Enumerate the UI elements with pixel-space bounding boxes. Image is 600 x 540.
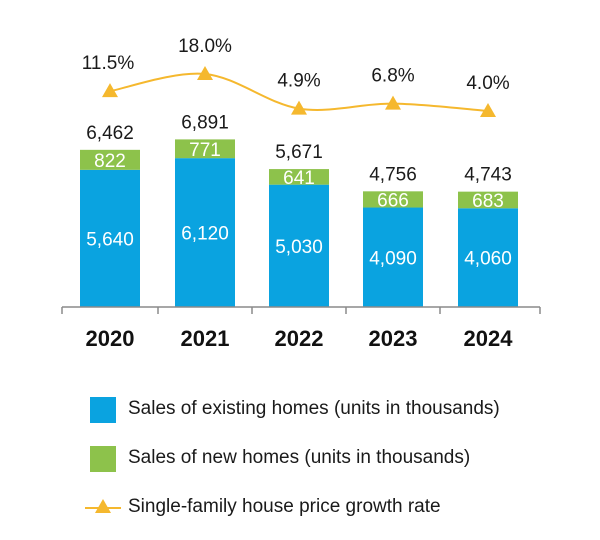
data-label-new-2021: 771 bbox=[189, 140, 221, 161]
bar-new-2020 bbox=[80, 149, 140, 170]
x-tick-label-2024: 2024 bbox=[464, 326, 514, 351]
data-label-existing-2022: 5,030 bbox=[275, 237, 323, 258]
bar-new-2021 bbox=[175, 139, 235, 159]
growth-label-2021: 18.0% bbox=[178, 36, 232, 57]
x-tick-label-2020: 2020 bbox=[86, 326, 135, 351]
legend-item-existing-homes: Sales of existing homes (units in thousa… bbox=[82, 388, 562, 437]
total-label-2024: 4,743 bbox=[464, 165, 512, 186]
legend-item-new-homes: Sales of new homes (units in thousands) bbox=[82, 437, 562, 486]
growth-label-2020: 11.5% bbox=[82, 53, 135, 74]
growth-marker-2024 bbox=[480, 103, 496, 117]
growth-marker-2022 bbox=[291, 100, 307, 115]
total-label-2020: 6,462 bbox=[86, 123, 134, 144]
data-label-new-2023: 666 bbox=[377, 190, 409, 211]
total-label-2021: 6,891 bbox=[181, 112, 229, 133]
growth-label-2024: 4.0% bbox=[466, 73, 509, 94]
data-label-new-2024: 683 bbox=[472, 191, 504, 212]
data-label-new-2020: 822 bbox=[94, 151, 126, 172]
total-label-2023: 4,756 bbox=[369, 164, 417, 185]
stacked-bar-line-chart: 5,640 822 6,462 6,120 771 6,891 5,030 641 5,671 4… bbox=[61, 36, 541, 351]
x-tick-label-2021: 2021 bbox=[181, 326, 230, 351]
legend-item-price-growth: Single-family house price growth rate bbox=[82, 486, 562, 535]
bar-existing-2020 bbox=[80, 169, 140, 307]
bar-new-2023 bbox=[363, 191, 423, 208]
bar-new-2024 bbox=[458, 191, 518, 209]
data-label-new-2022: 641 bbox=[283, 168, 315, 189]
x-tick-label-2022: 2022 bbox=[275, 326, 324, 351]
triangle-marker-icon bbox=[95, 499, 111, 513]
data-label-existing-2024: 4,060 bbox=[464, 249, 512, 270]
bar-existing-2022 bbox=[269, 184, 329, 307]
legend-label-price-growth: Single-family house price growth rate bbox=[128, 496, 441, 517]
data-label-existing-2020: 5,640 bbox=[86, 229, 134, 250]
legend-label-new-homes: Sales of new homes (units in thousands) bbox=[128, 447, 471, 468]
chart-legend: Sales of existing homes (units in thousa… bbox=[82, 388, 562, 535]
total-label-2022: 5,671 bbox=[275, 142, 323, 163]
bar-existing-2023 bbox=[363, 207, 423, 307]
growth-label-2023: 6.8% bbox=[371, 66, 414, 87]
bar-existing-2021 bbox=[175, 158, 235, 307]
legend-label-existing-homes: Sales of existing homes (units in thousa… bbox=[128, 398, 500, 419]
growth-marker-2023 bbox=[385, 95, 401, 110]
growth-label-2022: 4.9% bbox=[277, 71, 320, 92]
legend-swatch-existing-homes bbox=[90, 397, 116, 423]
data-label-existing-2021: 6,120 bbox=[181, 224, 229, 245]
legend-swatch-new-homes bbox=[90, 446, 116, 472]
growth-marker-2021 bbox=[197, 66, 213, 80]
growth-marker-2020 bbox=[102, 83, 118, 98]
bar-existing-2024 bbox=[458, 208, 518, 307]
data-label-existing-2023: 4,090 bbox=[369, 248, 417, 269]
x-tick-label-2023: 2023 bbox=[369, 326, 418, 351]
bar-new-2022 bbox=[269, 169, 329, 185]
